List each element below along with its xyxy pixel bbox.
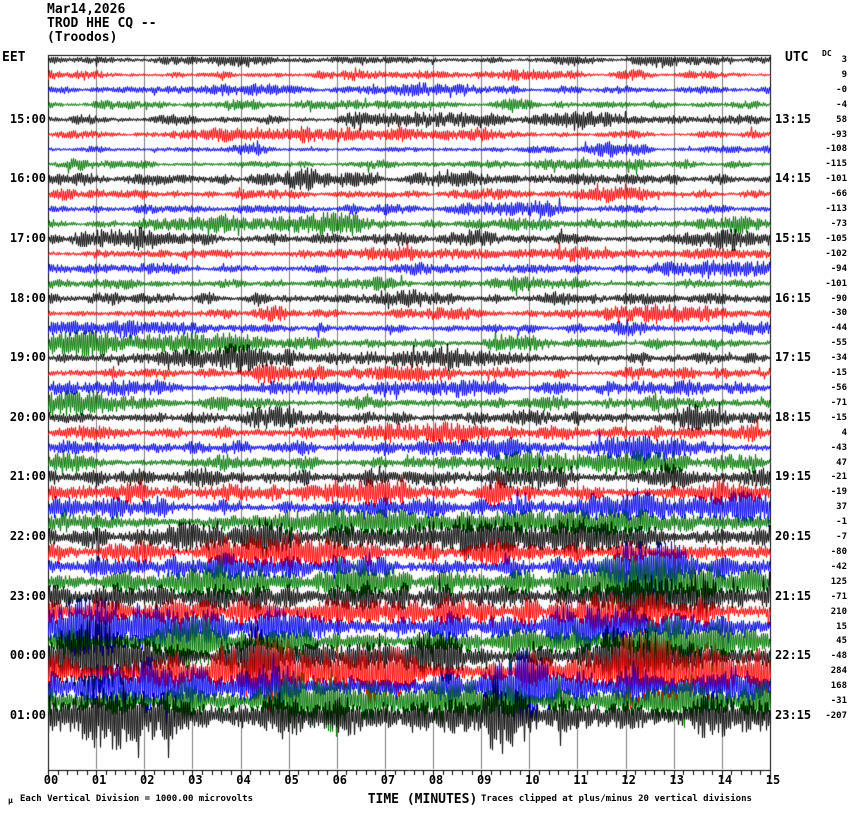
utc-hour-label: 21:15	[775, 588, 812, 603]
dc-value: -31	[830, 696, 847, 707]
utc-hour-label: 13:15	[775, 111, 812, 126]
eet-hour-label: 01:00	[9, 708, 46, 722]
x-tick-label: 15	[765, 773, 781, 787]
x-tick-label: 14	[717, 773, 733, 787]
eet-hour-label: 16:00	[9, 171, 46, 186]
x-tick-label: 03	[188, 773, 203, 787]
dc-value: -15	[830, 368, 847, 379]
x-tick-label: 05	[284, 773, 299, 787]
dc-value: 58	[836, 114, 847, 125]
dc-value: -101	[825, 174, 847, 185]
eet-hour-label: 17:00	[9, 230, 46, 245]
dc-value: -90	[830, 293, 847, 304]
dc-value: 9	[841, 69, 847, 80]
eet-hour-label: 21:00	[9, 469, 46, 484]
dc-value: 168	[830, 681, 847, 692]
dc-column-title: DC	[822, 49, 832, 58]
dc-value: -71	[830, 397, 847, 408]
scale-note: Each Vertical Division = 1000.00 microvo…	[20, 794, 253, 804]
x-tick-label: 10	[525, 773, 540, 787]
eet-hour-label: 00:00	[9, 648, 46, 663]
x-tick-label: 08	[428, 773, 444, 787]
dc-value: -71	[830, 591, 847, 602]
eet-hour-label: 22:00	[9, 529, 46, 544]
dc-value: 15	[836, 621, 847, 632]
dc-value: -105	[825, 233, 847, 244]
dc-value: 37	[836, 502, 847, 513]
dc-value: -108	[825, 144, 847, 155]
dc-value: -15	[830, 412, 847, 423]
x-tick-label: 07	[380, 773, 396, 787]
utc-hour-label: 20:15	[775, 529, 812, 544]
utc-hour-label: 14:15	[775, 171, 812, 186]
dc-value: -66	[830, 189, 847, 200]
eet-hour-label: 23:00	[9, 588, 46, 603]
dc-value: 4	[841, 427, 847, 438]
dc-value: -0	[836, 84, 847, 95]
utc-hour-label: 18:15	[775, 409, 812, 424]
utc-hour-label: 23:15	[775, 708, 812, 722]
dc-value: 3	[841, 55, 847, 65]
dc-value: -4	[836, 99, 847, 110]
x-tick-label: 12	[621, 773, 636, 787]
dc-value: 125	[830, 576, 847, 587]
x-tick-label: 04	[236, 773, 251, 787]
eet-hour-label: 18:00	[9, 290, 46, 305]
x-tick-label: 11	[573, 773, 588, 787]
dc-value: -102	[825, 248, 847, 259]
right-axis-title-utc: UTC	[785, 50, 809, 65]
utc-hour-label: 19:15	[775, 469, 812, 484]
eet-hour-label: 15:00	[9, 111, 46, 126]
dc-value: -34	[830, 353, 847, 364]
utc-hour-label: 22:15	[775, 648, 812, 663]
dc-value: -101	[825, 278, 847, 289]
x-tick-label: 06	[332, 773, 348, 787]
utc-hour-label: 17:15	[775, 350, 812, 365]
eet-hour-label: 19:00	[9, 350, 46, 365]
clip-note: Traces clipped at plus/minus 20 vertical…	[481, 794, 752, 804]
utc-hour-label: 15:15	[775, 230, 812, 245]
title-date: Mar14,2026	[47, 2, 126, 17]
micro-symbol: μ	[8, 796, 13, 805]
dc-value: -42	[830, 561, 847, 572]
dc-value: 210	[830, 606, 847, 617]
left-axis-title-eet: EET	[2, 50, 26, 65]
dc-value: 47	[836, 457, 847, 468]
dc-value: -56	[830, 383, 847, 393]
title-station: TROD HHE CQ --	[47, 16, 157, 31]
eet-hour-label: 20:00	[9, 409, 46, 424]
dc-value: -1	[836, 517, 847, 528]
x-axis-title: TIME (MINUTES)	[367, 792, 478, 807]
dc-value: -44	[830, 323, 847, 334]
dc-value: -48	[830, 651, 847, 662]
dc-value: -19	[830, 487, 847, 498]
dc-value: -55	[830, 338, 847, 349]
dc-value: -43	[830, 442, 847, 453]
dc-value: 45	[836, 636, 847, 647]
x-tick-label: 13	[669, 773, 684, 787]
dc-value: -21	[830, 472, 847, 483]
dc-value: -73	[830, 219, 847, 229]
dc-value: -113	[825, 204, 847, 215]
dc-value: -115	[825, 159, 847, 170]
dc-value: -80	[830, 547, 847, 557]
dc-value: -94	[830, 263, 847, 274]
dc-value: -7	[836, 532, 847, 543]
dc-value: 284	[830, 666, 847, 677]
dc-value: -93	[830, 129, 847, 140]
dc-value: -207	[825, 711, 847, 721]
x-tick-label: 09	[476, 773, 492, 787]
x-tick-label: 00	[43, 773, 59, 787]
dc-value: -30	[830, 308, 847, 319]
title-location: (Troodos)	[47, 30, 118, 45]
utc-hour-label: 16:15	[775, 290, 812, 305]
x-tick-label: 01	[91, 773, 107, 787]
x-tick-label: 02	[140, 773, 155, 787]
